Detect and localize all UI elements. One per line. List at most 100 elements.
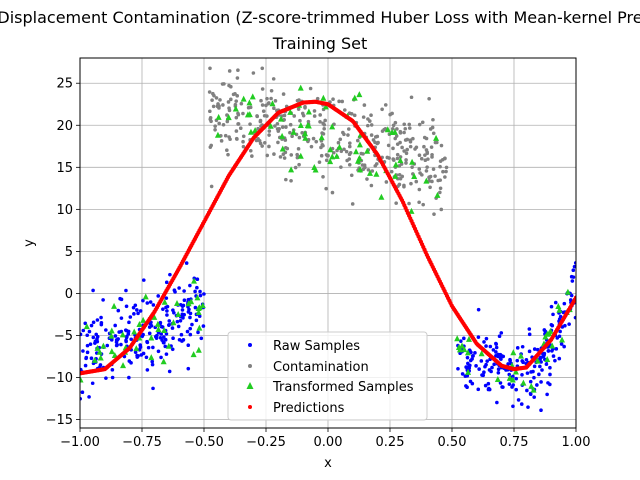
contamination-point — [233, 102, 238, 107]
transformed-samples-point — [510, 349, 517, 356]
contamination-point — [409, 181, 413, 186]
contamination-point — [380, 107, 384, 112]
contamination-point — [209, 143, 214, 148]
raw-samples-point — [124, 338, 128, 343]
transformed-samples-point — [269, 100, 276, 107]
contamination-point — [323, 118, 327, 123]
contamination-point — [225, 148, 229, 152]
x-tick-label: −0.50 — [184, 435, 224, 450]
transformed-samples-point — [94, 344, 101, 351]
contamination-point — [391, 123, 396, 128]
raw-samples-point — [99, 322, 104, 327]
contamination-point — [423, 153, 427, 157]
contamination-point — [209, 119, 213, 124]
transformed-samples-point — [225, 114, 232, 121]
contamination-point — [375, 134, 380, 139]
transformed-samples-point — [100, 342, 107, 349]
raw-samples-point — [145, 301, 150, 305]
transformed-samples-point — [454, 335, 461, 342]
contamination-point — [362, 103, 367, 107]
contamination-point — [404, 161, 408, 165]
contamination-point — [314, 139, 319, 144]
transformed-samples-point — [549, 342, 556, 349]
transformed-samples-point — [279, 132, 286, 139]
contamination-point — [411, 136, 415, 141]
contamination-point — [219, 139, 224, 143]
raw-samples-point — [483, 383, 488, 388]
contamination-point — [234, 115, 239, 120]
raw-samples-point — [83, 321, 88, 326]
legend-label-contamination: Contamination — [273, 360, 369, 375]
raw-samples-point — [193, 305, 198, 310]
contamination-point — [410, 165, 414, 169]
contamination-point — [236, 112, 241, 117]
contamination-point — [260, 87, 265, 91]
transformed-samples-point — [161, 298, 168, 305]
raw-samples-point — [559, 342, 564, 346]
raw-samples-point — [485, 359, 489, 363]
legend-label-predictions: Predictions — [273, 401, 345, 416]
transformed-samples-point — [327, 158, 334, 165]
legend-label-transformed-samples: Transformed Samples — [272, 380, 414, 395]
transformed-samples-point — [546, 330, 553, 337]
transformed-samples-point — [133, 345, 140, 352]
contamination-point — [259, 98, 263, 103]
contamination-point — [236, 122, 240, 126]
contamination-point — [300, 111, 305, 116]
raw-samples-point — [89, 356, 94, 361]
raw-samples-point — [155, 333, 159, 338]
transformed-samples-point — [520, 379, 527, 386]
transformed-samples-point — [397, 157, 404, 164]
contamination-point — [393, 120, 398, 125]
transformed-samples-point — [136, 321, 143, 328]
raw-samples-point — [528, 379, 533, 384]
raw-samples-point — [497, 334, 502, 339]
contamination-point — [389, 169, 394, 174]
contamination-point — [292, 114, 297, 118]
raw-samples-point — [145, 340, 150, 345]
contamination-point — [238, 126, 243, 131]
transformed-samples-point — [252, 127, 259, 134]
transformed-samples-point — [327, 146, 334, 153]
y-tick-label: −5 — [54, 329, 73, 344]
raw-samples-point — [81, 328, 86, 333]
raw-samples-point — [532, 347, 537, 351]
contamination-point — [376, 140, 380, 145]
raw-samples-point — [490, 365, 494, 370]
contamination-point — [312, 114, 317, 118]
raw-samples-point — [167, 319, 172, 323]
contamination-point — [248, 105, 253, 110]
contamination-point — [360, 163, 365, 167]
contamination-point — [217, 104, 221, 108]
contamination-point — [366, 168, 371, 172]
raw-samples-point — [91, 320, 96, 325]
raw-samples-point — [469, 350, 473, 355]
raw-samples-point — [187, 307, 191, 312]
raw-samples-point — [167, 369, 172, 374]
contamination-point — [324, 186, 328, 191]
raw-samples-point — [195, 285, 199, 290]
predictions-point — [573, 295, 576, 300]
contamination-point — [394, 201, 398, 205]
legend-label-raw-samples: Raw Samples — [273, 339, 360, 354]
contamination-point — [424, 136, 429, 141]
contamination-point — [386, 143, 391, 148]
raw-samples-point — [488, 344, 493, 349]
contamination-point — [283, 145, 288, 150]
y-tick-label: 0 — [65, 287, 73, 302]
contamination-point — [427, 175, 431, 179]
contamination-point — [320, 131, 324, 135]
transformed-samples-point — [366, 169, 373, 176]
raw-samples-point — [177, 337, 182, 342]
transformed-samples-point — [465, 368, 472, 375]
contamination-point — [225, 119, 230, 124]
contamination-point — [444, 169, 448, 174]
transformed-samples-point — [161, 326, 168, 333]
raw-samples-point — [168, 272, 172, 277]
raw-samples-point — [162, 335, 166, 339]
raw-samples-point — [549, 304, 554, 309]
raw-samples-point — [526, 405, 530, 409]
transformed-samples-point — [185, 300, 192, 307]
raw-samples-point — [195, 277, 200, 282]
contamination-point — [438, 186, 443, 191]
